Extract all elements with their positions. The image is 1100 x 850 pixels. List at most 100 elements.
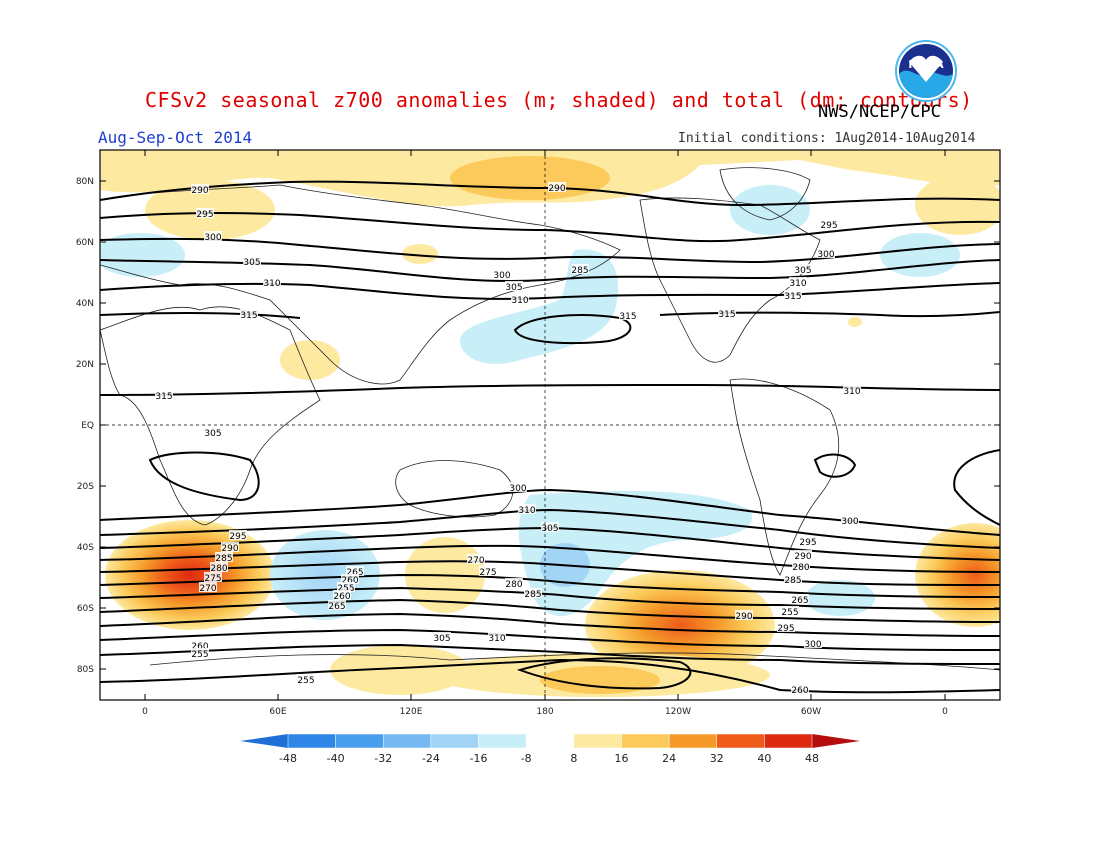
contour-value: 310 (518, 506, 535, 516)
contour-value: 280 (505, 580, 522, 590)
contour-label: 315 (240, 309, 258, 321)
contour-label: 295 (229, 530, 247, 542)
contour-label: 315 (718, 308, 736, 320)
contour-value: 310 (263, 279, 280, 289)
contour-value: 265 (328, 602, 345, 612)
contour-value: 290 (548, 184, 565, 194)
contour-label: 265 (791, 594, 809, 606)
contour-label: 310 (511, 294, 529, 306)
contour-label: 285 (571, 264, 589, 276)
coast-south-america (729, 378, 840, 576)
contour-280s (100, 586, 1000, 610)
colorbar-label: 8 (570, 752, 577, 765)
contour-value: 265 (346, 568, 363, 578)
colorbar-label: -16 (470, 752, 488, 765)
anomaly-scandinavia-negative (100, 233, 185, 277)
colorbar-right-arrow (812, 734, 860, 748)
anomaly-mideast-positive (280, 340, 340, 380)
initial-conditions-label: Initial conditions: 1Aug2014-10Aug2014 (678, 131, 976, 146)
contour-value: 280 (792, 563, 809, 573)
contour-label: 305 (204, 427, 222, 439)
contour-value: 280 (210, 564, 227, 574)
contour-label: 305 (794, 264, 812, 276)
colorbar-segment (335, 733, 384, 749)
contour-label: 255 (781, 606, 799, 618)
contour-label: 310 (518, 504, 536, 516)
contour-value: 305 (794, 266, 811, 276)
contour-label: 295 (196, 208, 214, 220)
source-label: NWS/NCEP/CPC (818, 102, 941, 122)
contour-value: 315 (619, 312, 636, 322)
coast-eurasia (100, 184, 621, 385)
contour-label: 285 (524, 588, 542, 600)
contour-label: 300 (804, 638, 822, 650)
contour-value: 310 (843, 387, 860, 397)
contour-315-africa (148, 451, 260, 502)
anomaly-small-positive (848, 317, 862, 327)
contour-label: 310 (843, 385, 861, 397)
contour-label: 280 (792, 561, 810, 573)
contour-label: 305 (541, 522, 559, 534)
contour-value: 315 (240, 311, 257, 321)
contour-label: 265 (328, 600, 346, 612)
contour-270s (100, 612, 1000, 637)
contour-value: 290 (191, 186, 208, 196)
contour-315n-b (513, 314, 632, 345)
contour-value: 285 (215, 554, 232, 564)
anomaly-bering-positive (450, 156, 610, 200)
colorbar-label: -24 (422, 752, 440, 765)
contour-label: 255 (297, 674, 315, 686)
contour-label: 260 (333, 590, 351, 602)
contour-value: 255 (191, 650, 208, 660)
contour-value: 255 (781, 608, 798, 618)
contour-label: 300 (493, 269, 511, 281)
contour-label: 300 (509, 482, 527, 494)
lat-label-40n: 40N (76, 299, 94, 309)
contour-value: 285 (784, 576, 801, 586)
anomaly-atlantic-positive (915, 175, 1000, 235)
contour-label: 275 (479, 566, 497, 578)
contour-315-tropics (100, 383, 1000, 396)
contour-265s (100, 628, 1000, 651)
lat-label-60s: 60S (77, 604, 94, 614)
contour-label: 300 (841, 515, 859, 527)
contour-label: 260 (791, 684, 809, 696)
anomaly-n-pacific-negative (460, 249, 619, 364)
contour-label: 305 (433, 632, 451, 644)
colorbar-label: -40 (327, 752, 345, 765)
lat-label-20s: 20S (77, 482, 94, 492)
lon-label-0: 0 (142, 707, 148, 717)
lat-label-eq: EQ (81, 421, 94, 431)
colorbar-segment (764, 733, 813, 749)
tick-marks (100, 150, 1000, 700)
chart-title: CFSv2 seasonal z700 anomalies (m; shaded… (145, 88, 973, 112)
colorbar-segment (668, 733, 717, 749)
contour-value: 310 (488, 634, 505, 644)
contour-label-layer: 290 295 300 305 310 315 300 305 310 285 290 295 300 3… (155, 182, 861, 696)
contour-value: 275 (479, 568, 496, 578)
contour-label: 265 (346, 566, 364, 578)
contour-value: 260 (341, 576, 358, 586)
contour-label: 255 (191, 648, 209, 660)
contour-value: 285 (571, 266, 588, 276)
gridlines (100, 150, 1000, 700)
contour-value: 305 (243, 258, 260, 268)
contour-value: 270 (199, 584, 216, 594)
contour-label: 270 (467, 554, 485, 566)
contour-255s (100, 658, 1000, 694)
contour-label: 260 (341, 574, 359, 586)
noaa-logo-icon: NOAA (895, 40, 957, 102)
contour-value: 285 (524, 590, 541, 600)
contour-label: 270 (199, 582, 217, 594)
lon-axis-labels: 0 60E 120E 180 120W 60W 0 (142, 707, 948, 717)
contour-label: 315 (784, 290, 802, 302)
contour-value: 260 (791, 686, 808, 696)
anomaly-s-atlantic-west-positive (915, 523, 1000, 627)
contour-value: 300 (493, 271, 510, 281)
contour-label: 255 (337, 582, 355, 594)
contour-315-sa (813, 453, 857, 478)
contour-315n-c (659, 311, 1000, 318)
contour-label: 285 (215, 552, 233, 564)
contour-value: 295 (229, 532, 246, 542)
